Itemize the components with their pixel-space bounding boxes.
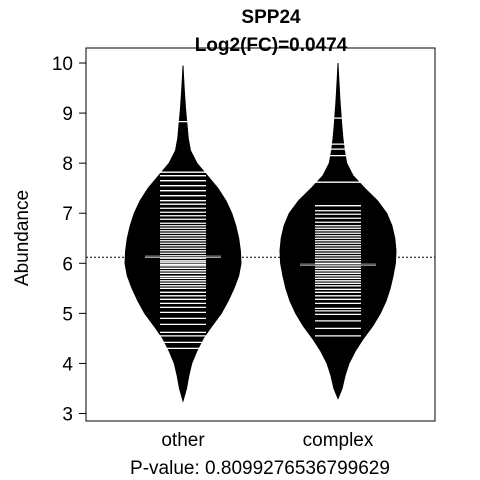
plot-frame bbox=[85, 47, 436, 422]
beans-layer bbox=[124, 62, 397, 403]
y-tick-label: 8 bbox=[62, 154, 73, 175]
chart-subtitle: Log2(FC)=0.0474 bbox=[195, 35, 348, 56]
y-tick-label: 10 bbox=[52, 54, 73, 75]
y-axis: 3 4 5 6 7 8 9 10 bbox=[52, 54, 86, 425]
y-tick-label: 6 bbox=[62, 254, 73, 275]
group-means-layer bbox=[145, 255, 376, 266]
y-tick-label: 9 bbox=[62, 104, 73, 125]
points-layer bbox=[160, 117, 361, 350]
x-axis-label: P-value: 0.8099276536799629 bbox=[130, 458, 390, 479]
y-axis-label: Abundance bbox=[12, 190, 33, 286]
y-tick-label: 3 bbox=[62, 404, 73, 425]
y-tick-label: 7 bbox=[62, 204, 73, 225]
y-tick-label: 5 bbox=[62, 304, 73, 325]
chart-title: SPP24 bbox=[241, 7, 301, 28]
x-axis: other complex bbox=[161, 430, 374, 451]
y-tick-label: 4 bbox=[62, 354, 73, 375]
x-tick-label: other bbox=[161, 430, 205, 451]
x-tick-label: complex bbox=[303, 430, 374, 451]
